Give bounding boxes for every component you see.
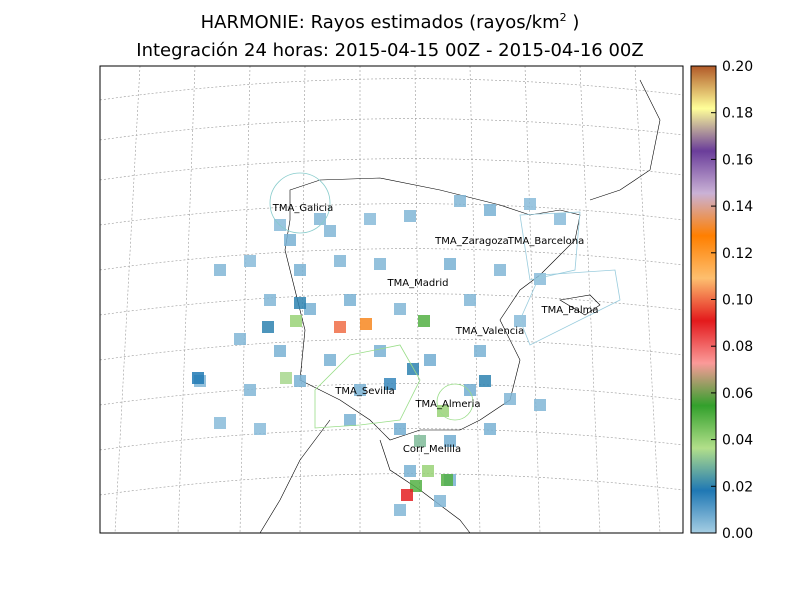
- region-label: TMA_Madrid: [387, 278, 449, 289]
- cell: [394, 423, 406, 435]
- colorbar-tick-label: 0.18: [722, 106, 753, 122]
- cell: [504, 393, 516, 405]
- cell: [414, 435, 426, 447]
- region-label: TMA_Zaragoza: [434, 236, 509, 247]
- subtitle: Integración 24 horas: 2015-04-15 00Z - 2…: [136, 40, 643, 61]
- cell: [334, 321, 346, 333]
- cell: [324, 225, 336, 237]
- cell: [344, 414, 356, 426]
- cell: [534, 399, 546, 411]
- region-label: Corr_Melilla: [403, 444, 461, 455]
- region-label: TMA_Almeria: [414, 399, 480, 410]
- cell: [244, 255, 256, 267]
- region-label: TMA_Sevilla: [334, 386, 394, 397]
- cell: [437, 405, 449, 417]
- cell: [374, 345, 386, 357]
- sector-outlines: [269, 172, 621, 429]
- cell: [479, 375, 491, 387]
- cell: [264, 294, 276, 306]
- cell: [360, 318, 372, 330]
- cell: [344, 294, 356, 306]
- cell: [464, 384, 476, 396]
- cell: [262, 321, 274, 333]
- cell: [374, 258, 386, 270]
- cell: [401, 489, 413, 501]
- cell: [554, 213, 566, 225]
- cell: [294, 264, 306, 276]
- colorbar: 0.00 0.02 0.04 0.06 0.08 0.10 0.12 0.14 0.16 0.18…: [690, 59, 753, 542]
- cells-layer: [192, 195, 566, 516]
- map-background: [100, 66, 683, 533]
- title-end: ): [567, 12, 580, 33]
- sector-outline: [314, 344, 421, 429]
- cell: [394, 303, 406, 315]
- cell: [484, 204, 496, 216]
- cell: [354, 384, 366, 396]
- cell: [474, 345, 486, 357]
- region-label: TMA_Valencia: [455, 326, 524, 337]
- colorbar-tick-label: 0.04: [722, 433, 753, 449]
- cell: [324, 354, 336, 366]
- cell: [394, 504, 406, 516]
- cell: [364, 213, 376, 225]
- colorbar-tick-label: 0.08: [722, 339, 753, 355]
- colorbar-tick-label: 0.14: [722, 199, 753, 215]
- cell: [484, 423, 496, 435]
- colorbar-tick-label: 0.12: [722, 246, 753, 262]
- cell: [384, 378, 396, 390]
- colorbar-tick-label: 0.16: [722, 152, 753, 168]
- title: HARMONIE: Rayos estimados (rayos/km2 ): [201, 11, 580, 33]
- region-label: TMA_Galicia: [272, 203, 333, 214]
- cell: [304, 303, 316, 315]
- cell: [404, 465, 416, 477]
- cell: [434, 495, 446, 507]
- colorbar-tick-label: 0.02: [722, 479, 753, 495]
- cell: [192, 372, 204, 384]
- title-sup: 2: [560, 11, 567, 24]
- cell: [444, 258, 456, 270]
- cell: [407, 363, 419, 375]
- cell: [244, 384, 256, 396]
- cell: [290, 315, 302, 327]
- cell: [314, 213, 326, 225]
- cell: [214, 417, 226, 429]
- cell: [424, 354, 436, 366]
- cell: [454, 195, 466, 207]
- cell: [294, 297, 306, 309]
- colorbar-tick-label: 0.20: [722, 59, 753, 75]
- cell: [464, 294, 476, 306]
- cell: [494, 264, 506, 276]
- sector-outline: [436, 383, 474, 421]
- cell: [418, 315, 430, 327]
- cell: [444, 435, 456, 447]
- cell: [284, 234, 296, 246]
- region-label: TMA_Barcelona: [507, 236, 584, 247]
- sector-outline: [519, 269, 621, 346]
- cell: [334, 255, 346, 267]
- colorbar-tick-label: 0.06: [722, 386, 753, 402]
- sector-outline: [269, 172, 331, 234]
- title-text: HARMONIE: Rayos estimados (rayos/km: [201, 12, 560, 33]
- map-area: [99, 65, 684, 534]
- cell: [422, 465, 434, 477]
- sector-outline: [519, 211, 581, 281]
- colorbar-tick-label: 0.00: [722, 526, 753, 542]
- map-frame: [99, 65, 684, 534]
- cell: [280, 372, 292, 384]
- cell: [274, 345, 286, 357]
- cell: [234, 333, 246, 345]
- cell: [214, 264, 226, 276]
- cell: [294, 375, 306, 387]
- region-label: TMA_Palma: [541, 305, 599, 316]
- cell: [441, 474, 453, 486]
- cell: [254, 423, 266, 435]
- cell: [404, 210, 416, 222]
- graticule: [99, 65, 684, 534]
- colorbar-tick-label: 0.10: [722, 293, 753, 309]
- cell: [524, 198, 536, 210]
